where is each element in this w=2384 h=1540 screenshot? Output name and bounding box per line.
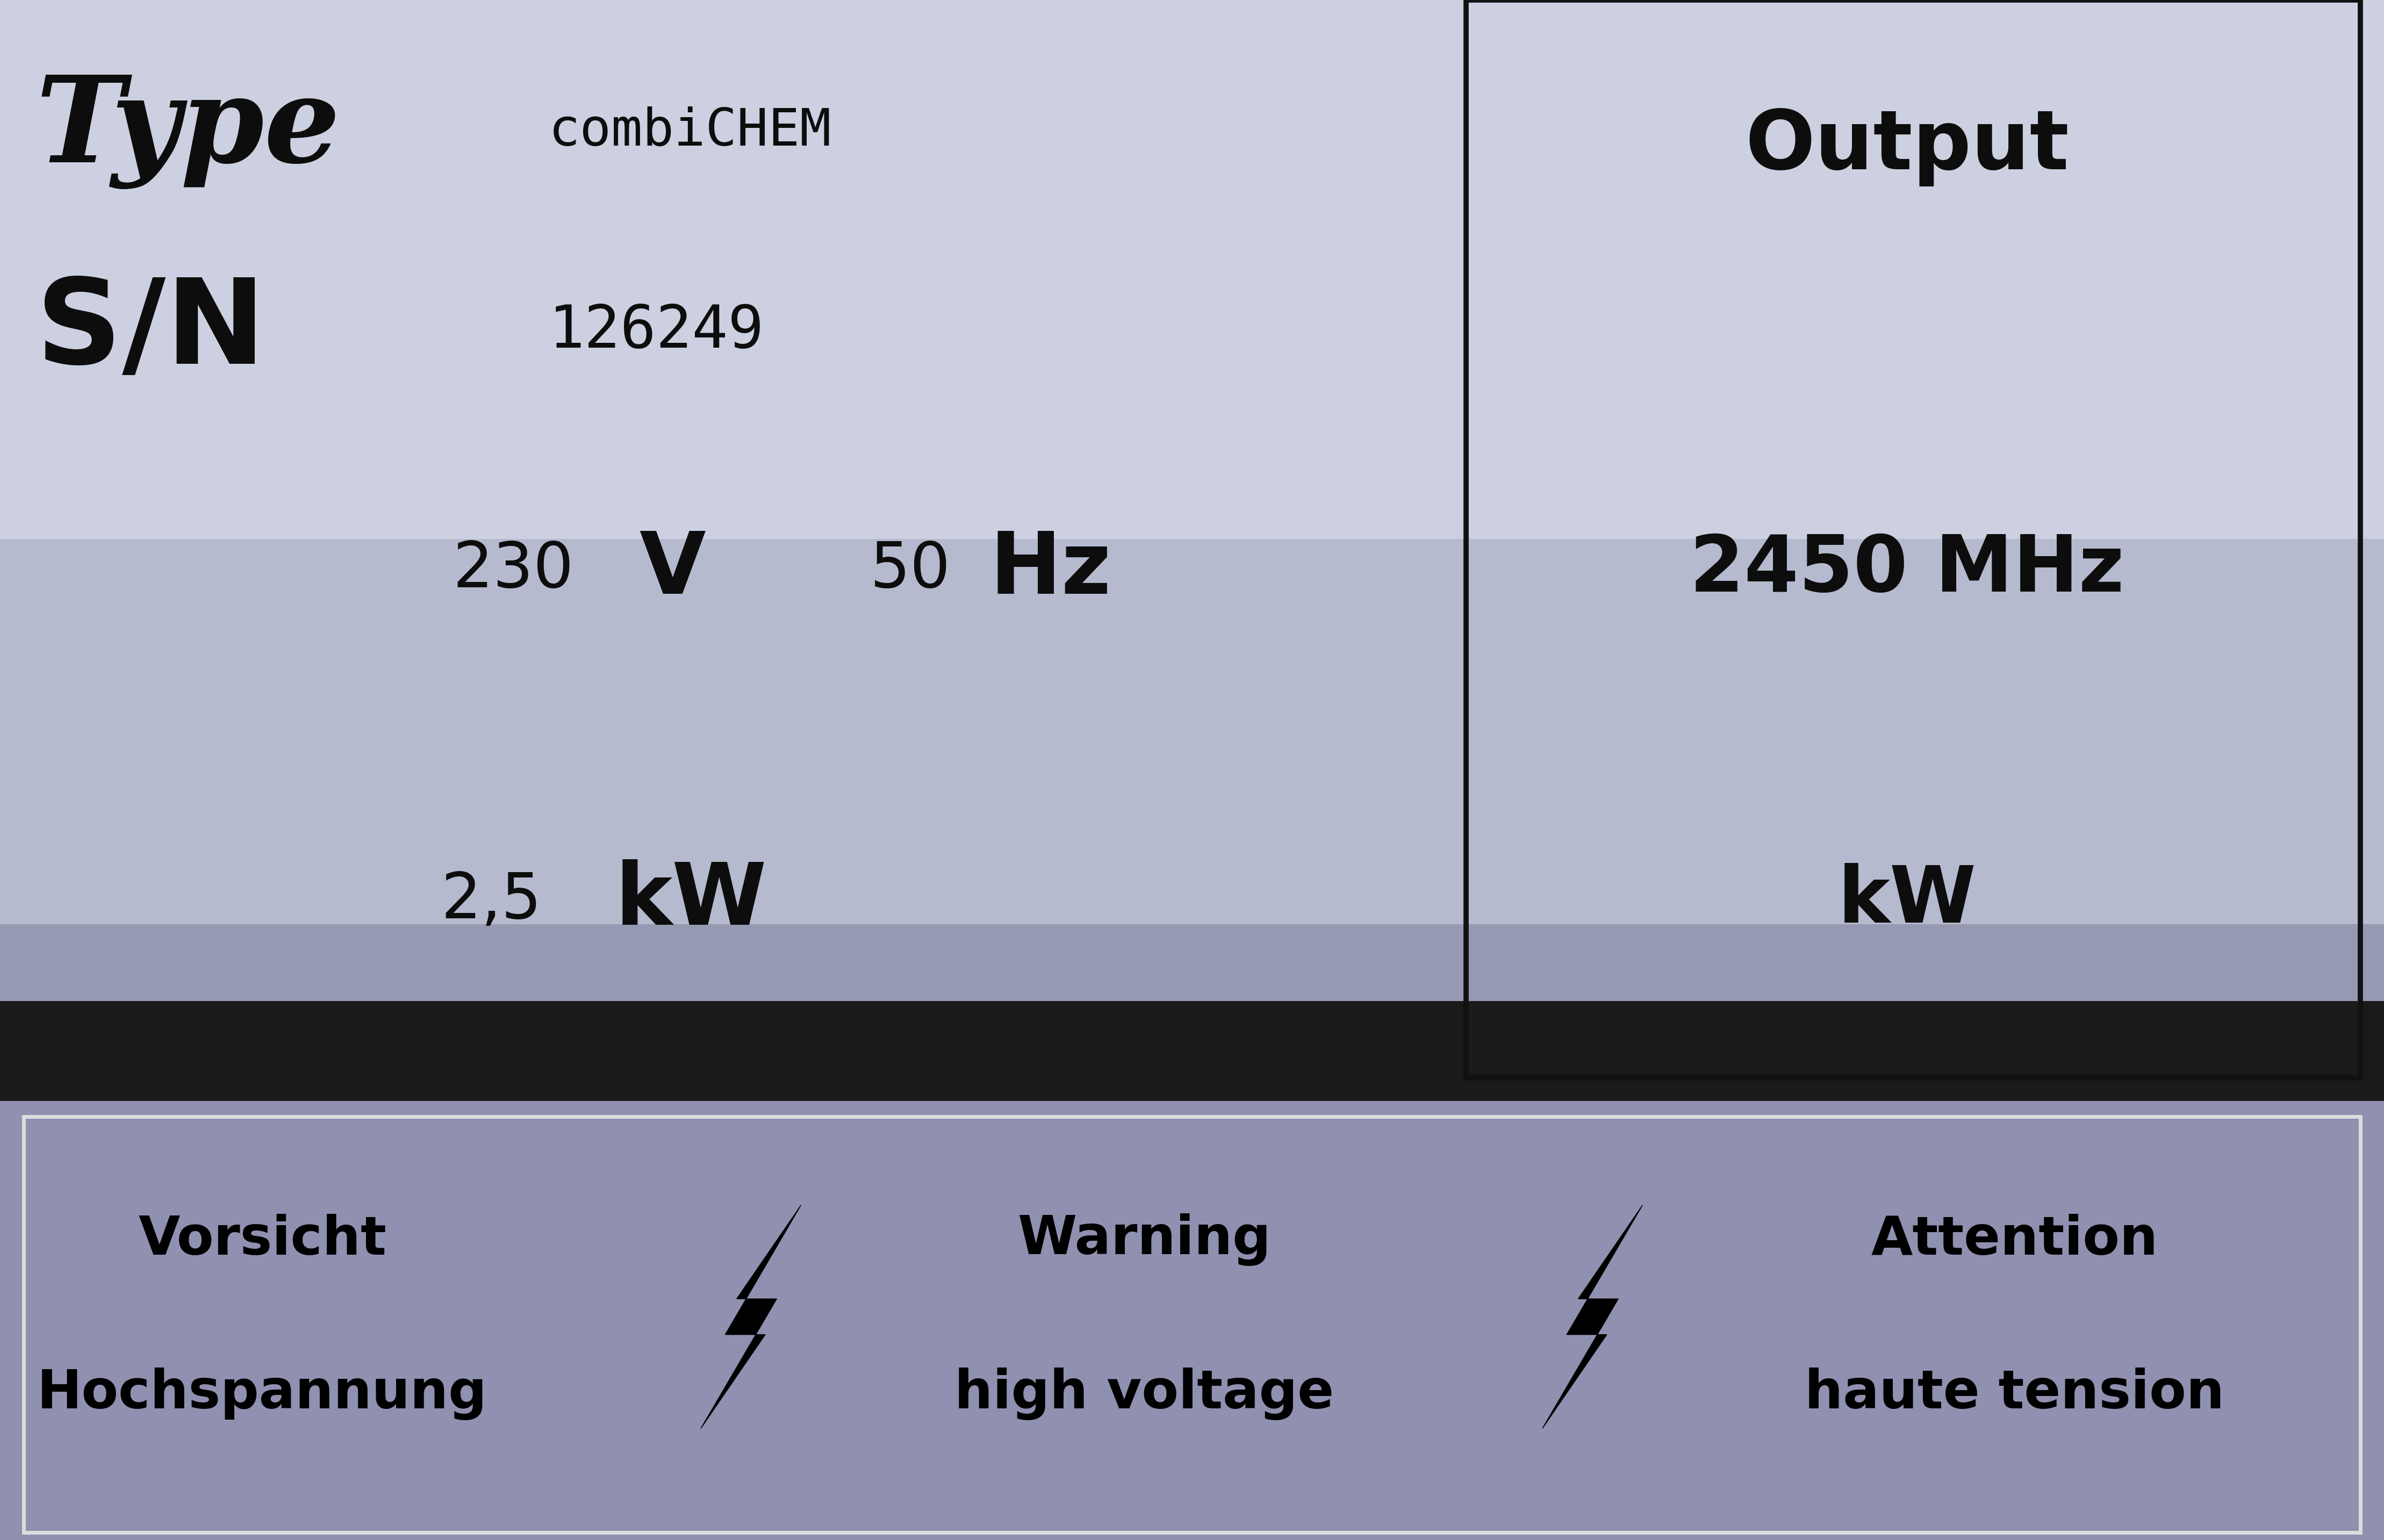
Text: V: V	[639, 528, 706, 611]
Bar	[0, 1001, 2384, 1101]
Bar	[1466, 0, 2360, 1078]
Text: S/N: S/N	[36, 274, 265, 388]
Text: combiCHEM: combiCHEM	[548, 106, 832, 156]
Bar	[0, 1101, 2384, 1540]
Text: Hz: Hz	[989, 528, 1111, 611]
Text: 2,5: 2,5	[441, 870, 541, 932]
Bar	[24, 1116, 2360, 1532]
Text: 230: 230	[453, 539, 575, 601]
Text: Output: Output	[1745, 106, 2069, 186]
Text: haute tension: haute tension	[1805, 1368, 2224, 1420]
Text: 50: 50	[870, 539, 951, 601]
Bar	[0, 539, 2384, 1078]
Text: kW: kW	[1838, 862, 1976, 939]
Polygon shape	[1542, 1206, 1643, 1429]
Polygon shape	[701, 1206, 801, 1429]
Text: Attention: Attention	[1871, 1214, 2158, 1266]
Text: 126249: 126249	[548, 302, 763, 360]
Text: Vorsicht: Vorsicht	[138, 1214, 386, 1266]
Text: Type: Type	[36, 72, 341, 189]
Text: kW: kW	[615, 859, 768, 942]
Text: Warning: Warning	[1018, 1214, 1271, 1266]
Bar	[0, 924, 2384, 1078]
Bar	[0, 0, 2384, 1078]
Text: Hochspannung: Hochspannung	[38, 1368, 486, 1420]
Text: high voltage: high voltage	[954, 1368, 1335, 1420]
Text: 2450 MHz: 2450 MHz	[1690, 531, 2124, 608]
